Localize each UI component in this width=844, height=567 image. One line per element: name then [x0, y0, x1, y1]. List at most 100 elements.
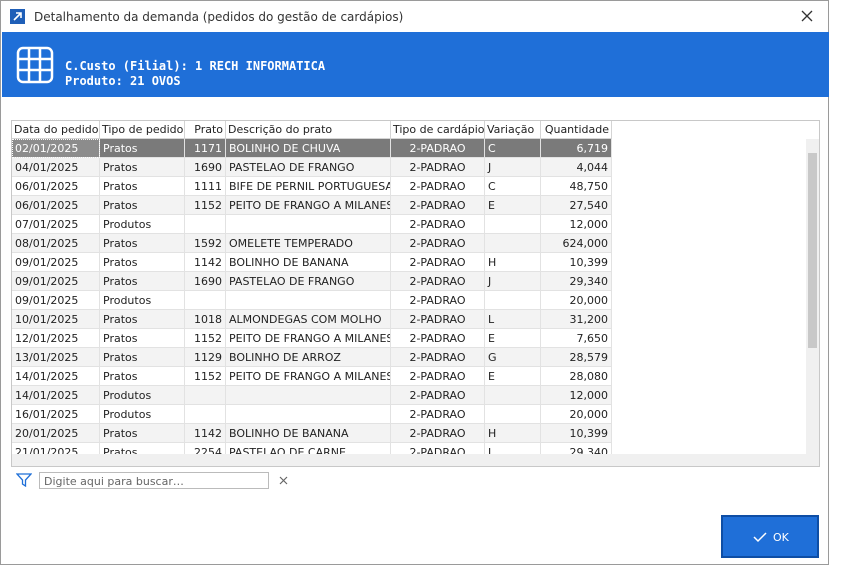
table-cell: 1111	[185, 177, 226, 196]
dialog-window: Detalhamento da demanda (pedidos do gest…	[0, 0, 829, 565]
table-row[interactable]: 04/01/2025 Pratos 1690 PASTELAO DE FRANGO 2-…	[12, 158, 612, 177]
table-cell: J	[485, 272, 541, 291]
table-cell: PEITO DE FRANGO A MILANESA	[226, 196, 391, 215]
table-cell: OMELETE TEMPERADO	[226, 234, 391, 253]
table-cell: 1152	[185, 329, 226, 348]
table-cell: 2-PADRAO	[391, 196, 485, 215]
table-cell: 1592	[185, 234, 226, 253]
table-cell: PASTELAO DE FRANGO	[226, 272, 391, 291]
table-cell: 1690	[185, 158, 226, 177]
table-cell	[185, 405, 226, 424]
table-cell: BOLINHO DE BANANA	[226, 424, 391, 443]
table-row[interactable]: 09/01/2025 Produtos 2-PADRAO 20,000	[12, 291, 612, 310]
table-cell: C	[485, 139, 541, 158]
column-header: Quantidade	[541, 121, 612, 139]
table-cell: 2-PADRAO	[391, 310, 485, 329]
ok-button[interactable]: OK	[721, 515, 819, 558]
table-row[interactable]: 06/01/2025 Pratos 1111 BIFE DE PERNIL PORTU…	[12, 177, 612, 196]
table-cell: Pratos	[100, 234, 185, 253]
table-cell: 28,080	[541, 367, 612, 386]
table-cell: 20/01/2025	[12, 424, 100, 443]
table-cell: 14/01/2025	[12, 386, 100, 405]
table-cell: 6,719	[541, 139, 612, 158]
horizontal-scrollbar[interactable]	[12, 454, 819, 466]
table-cell: 1129	[185, 348, 226, 367]
table-cell: E	[485, 196, 541, 215]
table-cell: PASTELAO DE FRANGO	[226, 158, 391, 177]
header-line: Produto: 21 OVOS	[65, 74, 181, 88]
table-row[interactable]: 09/01/2025 Pratos 1690 PASTELAO DE FRANGO 2-…	[12, 272, 612, 291]
table-cell: E	[485, 329, 541, 348]
table-cell: H	[485, 424, 541, 443]
table-cell: 48,750	[541, 177, 612, 196]
table-row[interactable]: 12/01/2025 Pratos 1152 PEITO DE FRANGO A MI…	[12, 329, 612, 348]
check-icon	[753, 532, 767, 543]
table-cell: Produtos	[100, 405, 185, 424]
table-cell: 16/01/2025	[12, 405, 100, 424]
table-cell	[185, 291, 226, 310]
table-cell: 1142	[185, 424, 226, 443]
table-cell: Pratos	[100, 310, 185, 329]
table-cell: Produtos	[100, 386, 185, 405]
title-bar: Detalhamento da demanda (pedidos do gest…	[1, 1, 830, 32]
table-cell: Produtos	[100, 215, 185, 234]
search-input[interactable]: Digite aqui para buscar…	[39, 472, 269, 489]
table-cell: 13/01/2025	[12, 348, 100, 367]
table-row[interactable]: 02/01/2025 Pratos 1171 BOLINHO DE CHUVA 2-PA…	[12, 139, 612, 158]
table-cell: E	[485, 367, 541, 386]
column-header: Data do pedido	[12, 121, 100, 139]
table-cell: 09/01/2025	[12, 291, 100, 310]
app-icon	[10, 9, 25, 24]
table-cell	[226, 386, 391, 405]
table-cell: 4,044	[541, 158, 612, 177]
ok-label: OK	[773, 531, 789, 544]
clear-search[interactable]	[279, 476, 288, 485]
table-cell: Pratos	[100, 196, 185, 215]
table-cell: BIFE DE PERNIL PORTUGUESA	[226, 177, 391, 196]
table-cell: 2-PADRAO	[391, 348, 485, 367]
table-cell: 1171	[185, 139, 226, 158]
table-cell: 1152	[185, 196, 226, 215]
table-cell: 28,579	[541, 348, 612, 367]
table-row[interactable]: 06/01/2025 Pratos 1152 PEITO DE FRANGO A MI…	[12, 196, 612, 215]
table-cell	[226, 405, 391, 424]
table-cell: 14/01/2025	[12, 367, 100, 386]
table-row[interactable]: 09/01/2025 Pratos 1142 BOLINHO DE BANANA 2-P…	[12, 253, 612, 272]
table-row[interactable]: 16/01/2025 Produtos 2-PADRAO 20,000	[12, 405, 612, 424]
close-button[interactable]	[801, 10, 813, 22]
table-cell	[226, 215, 391, 234]
table-row[interactable]: 10/01/2025 Pratos 1018 ALMONDEGAS COM MOLHO…	[12, 310, 612, 329]
table-cell: 1690	[185, 272, 226, 291]
table-cell: Pratos	[100, 329, 185, 348]
table-cell: Pratos	[100, 424, 185, 443]
table-cell: 1152	[185, 367, 226, 386]
table-cell: 2-PADRAO	[391, 386, 485, 405]
table-row[interactable]: 07/01/2025 Produtos 2-PADRAO 12,000	[12, 215, 612, 234]
table-cell: 2-PADRAO	[391, 367, 485, 386]
table-cell: 09/01/2025	[12, 272, 100, 291]
table-cell: 10/01/2025	[12, 310, 100, 329]
table-row[interactable]: 20/01/2025 Pratos 1142 BOLINHO DE BANANA 2-P…	[12, 424, 612, 443]
table-cell: 07/01/2025	[12, 215, 100, 234]
table-row[interactable]: 13/01/2025 Pratos 1129 BOLINHO DE ARROZ 2-PA…	[12, 348, 612, 367]
table-row[interactable]: 14/01/2025 Produtos 2-PADRAO 12,000	[12, 386, 612, 405]
table-row[interactable]: 14/01/2025 Pratos 1152 PEITO DE FRANGO A MI…	[12, 367, 612, 386]
grid-icon	[16, 46, 54, 84]
table-cell: 2-PADRAO	[391, 272, 485, 291]
table-cell: Pratos	[100, 367, 185, 386]
table-cell: G	[485, 348, 541, 367]
table-cell: 2-PADRAO	[391, 405, 485, 424]
table-cell: 27,540	[541, 196, 612, 215]
table-cell: 2-PADRAO	[391, 139, 485, 158]
table-cell	[185, 215, 226, 234]
table-cell: 2-PADRAO	[391, 424, 485, 443]
table-cell	[485, 291, 541, 310]
table-cell: C	[485, 177, 541, 196]
vertical-scrollbar[interactable]	[806, 139, 819, 454]
table-cell: 06/01/2025	[12, 196, 100, 215]
filter-icon[interactable]	[16, 473, 32, 487]
table-cell: 2-PADRAO	[391, 215, 485, 234]
table-cell: BOLINHO DE ARROZ	[226, 348, 391, 367]
table-row[interactable]: 08/01/2025 Pratos 1592 OMELETE TEMPERADO 2-P…	[12, 234, 612, 253]
table-cell: 2-PADRAO	[391, 291, 485, 310]
